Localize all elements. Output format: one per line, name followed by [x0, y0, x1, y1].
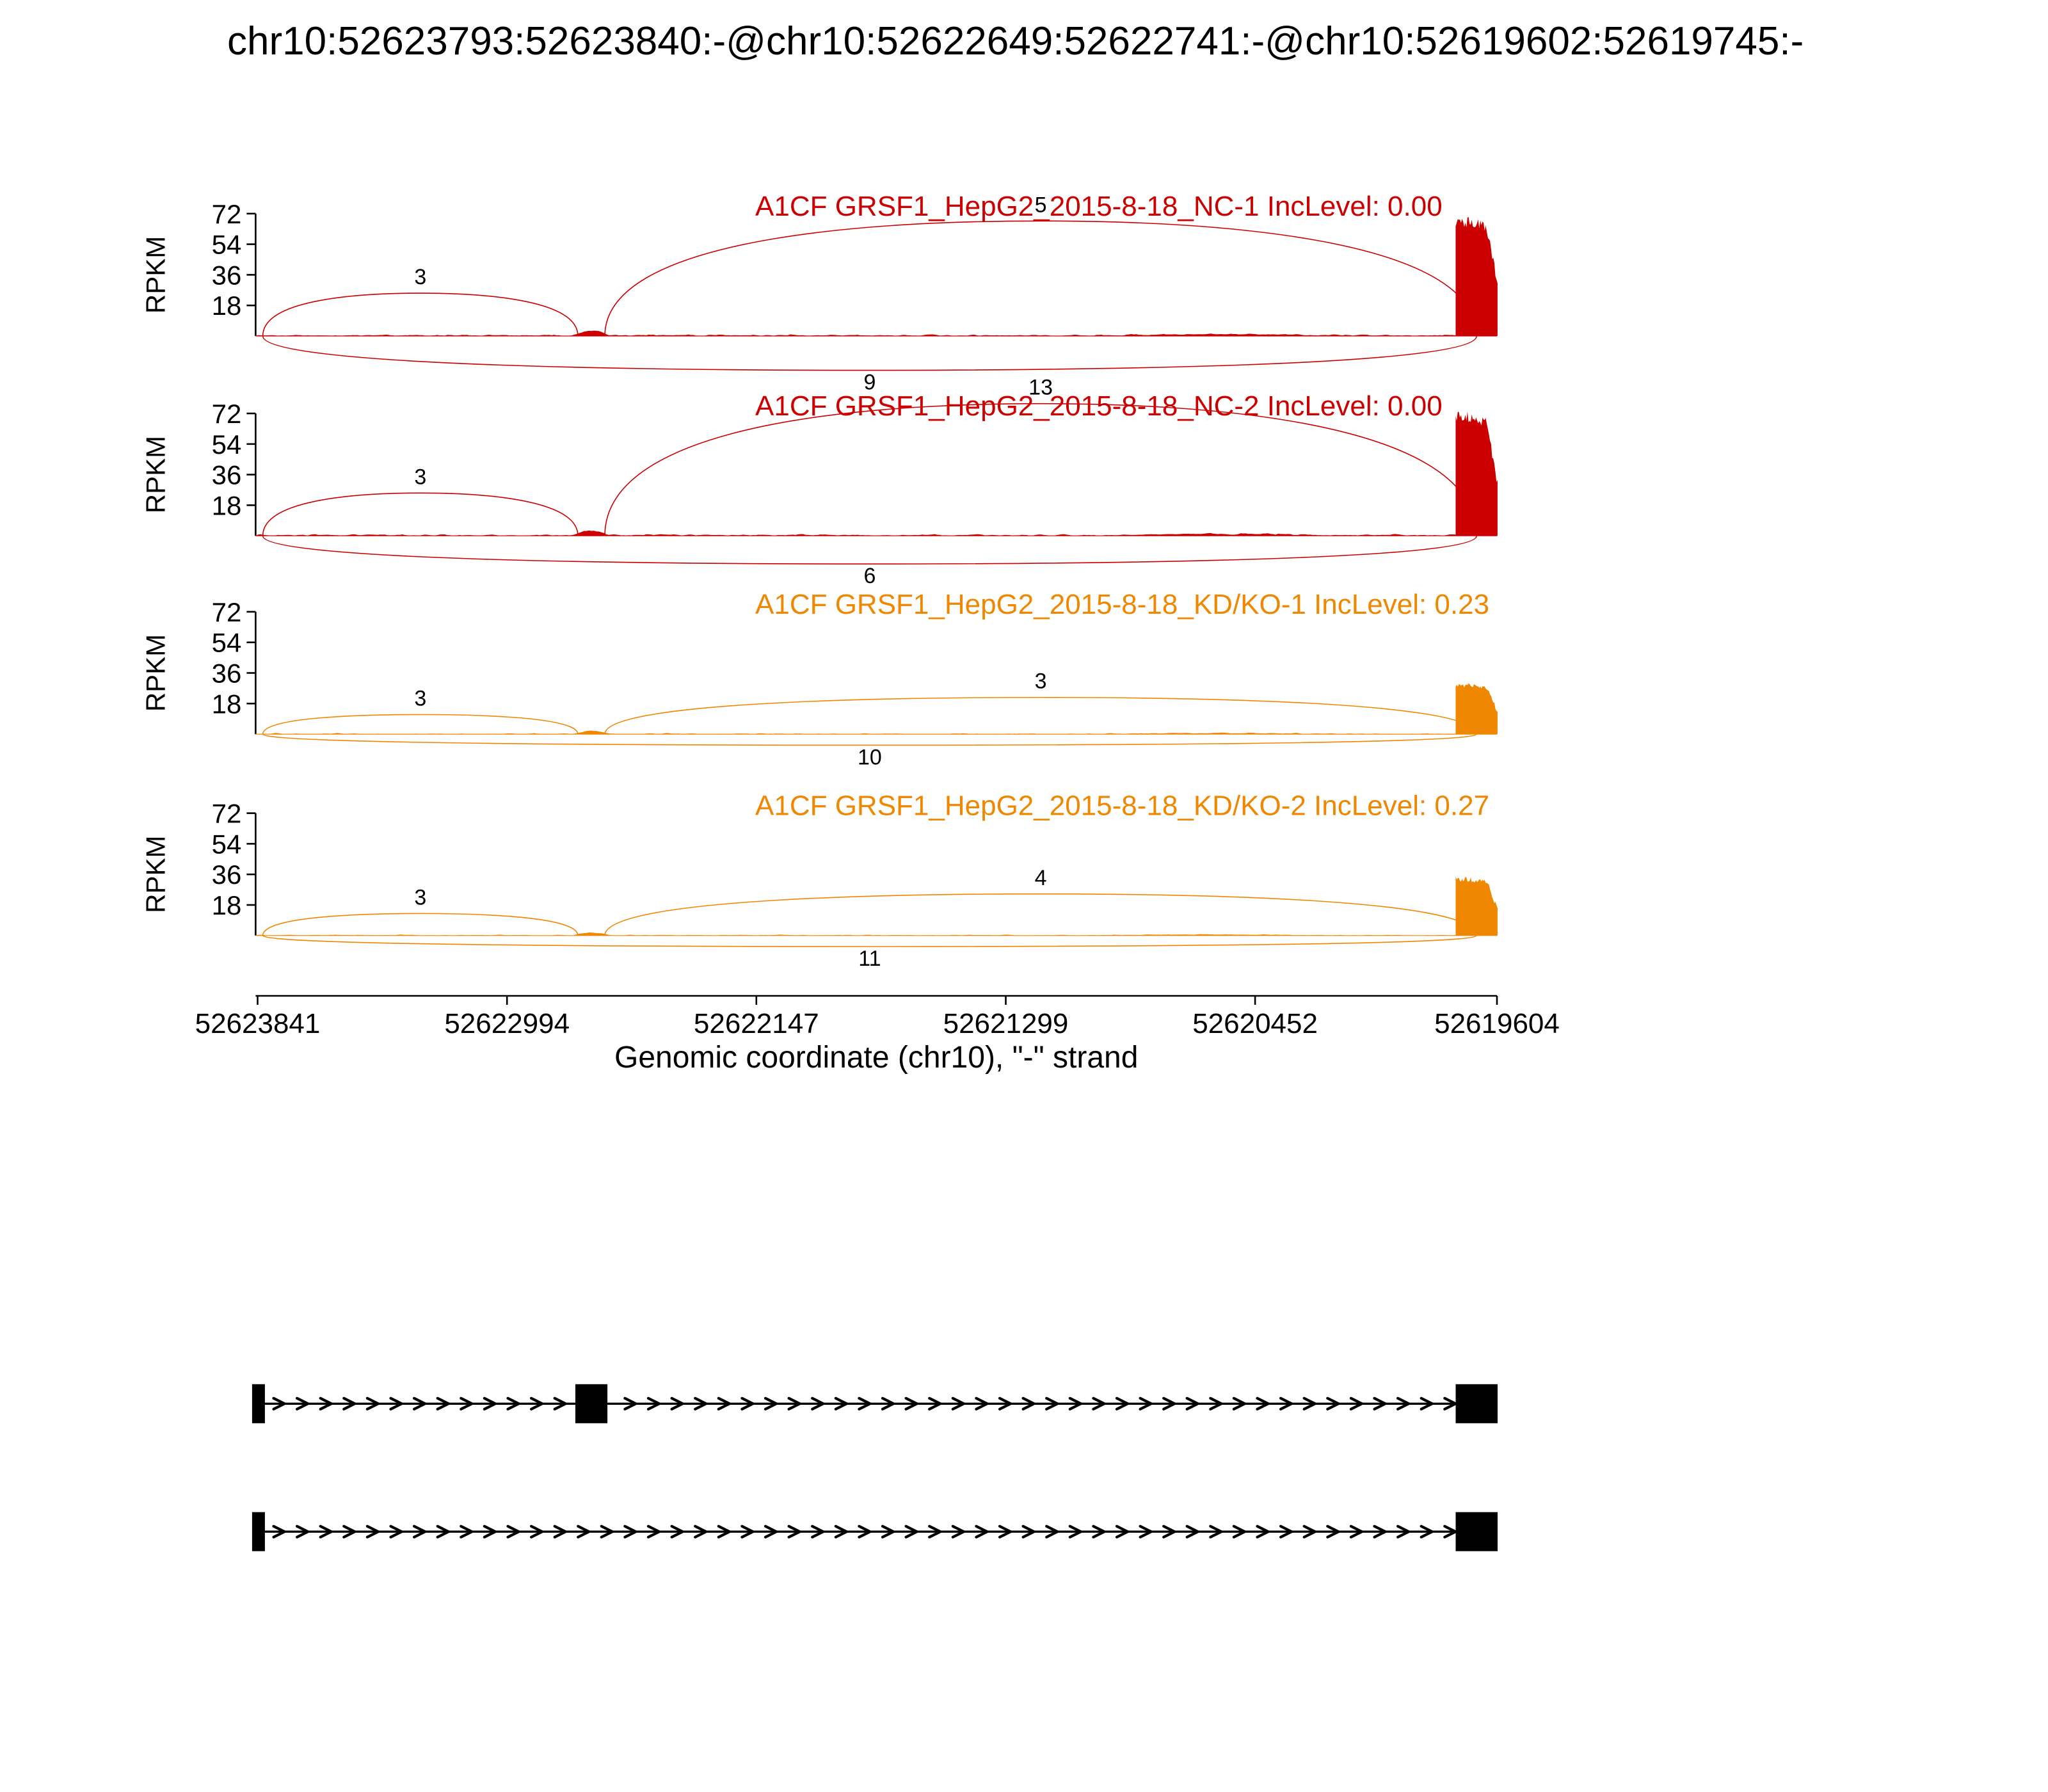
svg-text:54: 54: [212, 429, 242, 460]
svg-text:36: 36: [212, 260, 242, 290]
svg-text:A1CF GRSF1_HepG2_2015-8-18_KD/: A1CF GRSF1_HepG2_2015-8-18_KD/KO-1 IncLe…: [755, 589, 1489, 620]
svg-text:52622994: 52622994: [444, 1008, 570, 1039]
svg-text:18: 18: [212, 890, 242, 920]
svg-text:3: 3: [414, 265, 426, 289]
svg-text:3: 3: [414, 687, 426, 711]
svg-text:18: 18: [212, 689, 242, 719]
svg-text:RPKM: RPKM: [140, 236, 170, 314]
svg-text:54: 54: [212, 829, 242, 859]
svg-text:52620452: 52620452: [1192, 1008, 1318, 1039]
svg-text:10: 10: [858, 745, 882, 769]
svg-text:3: 3: [414, 885, 426, 909]
svg-text:3: 3: [414, 465, 426, 489]
svg-text:36: 36: [212, 659, 242, 689]
svg-text:4: 4: [1035, 866, 1047, 890]
svg-text:52621299: 52621299: [943, 1008, 1069, 1039]
svg-text:11: 11: [858, 947, 881, 971]
svg-text:chr10:52623793:52623840:-@chr1: chr10:52623793:52623840:-@chr10:52622649…: [227, 19, 1804, 63]
svg-text:54: 54: [212, 628, 242, 658]
svg-text:72: 72: [212, 399, 242, 429]
svg-text:RPKM: RPKM: [140, 836, 170, 913]
svg-text:52623841: 52623841: [195, 1008, 321, 1039]
svg-text:54: 54: [212, 230, 242, 260]
svg-text:72: 72: [212, 799, 242, 829]
svg-text:A1CF GRSF1_HepG2_2015-8-18_KD/: A1CF GRSF1_HepG2_2015-8-18_KD/KO-2 IncLe…: [755, 790, 1489, 822]
svg-text:36: 36: [212, 860, 242, 890]
svg-text:52622147: 52622147: [694, 1008, 819, 1039]
svg-text:72: 72: [212, 199, 242, 229]
svg-text:3: 3: [1035, 669, 1047, 694]
svg-text:A1CF GRSF1_HepG2_2015-8-18_NC-: A1CF GRSF1_HepG2_2015-8-18_NC-1 IncLevel…: [755, 191, 1443, 222]
svg-text:18: 18: [212, 291, 242, 321]
svg-text:Genomic coordinate (chr10), "-: Genomic coordinate (chr10), "-" strand: [614, 1041, 1138, 1075]
svg-text:RPKM: RPKM: [140, 436, 170, 513]
svg-text:52619604: 52619604: [1434, 1008, 1560, 1039]
svg-text:RPKM: RPKM: [140, 634, 170, 712]
svg-text:36: 36: [212, 460, 242, 490]
svg-text:6: 6: [863, 564, 876, 588]
svg-text:72: 72: [212, 597, 242, 627]
svg-text:A1CF GRSF1_HepG2_2015-8-18_NC-: A1CF GRSF1_HepG2_2015-8-18_NC-2 IncLevel…: [755, 390, 1443, 422]
svg-text:18: 18: [212, 490, 242, 520]
